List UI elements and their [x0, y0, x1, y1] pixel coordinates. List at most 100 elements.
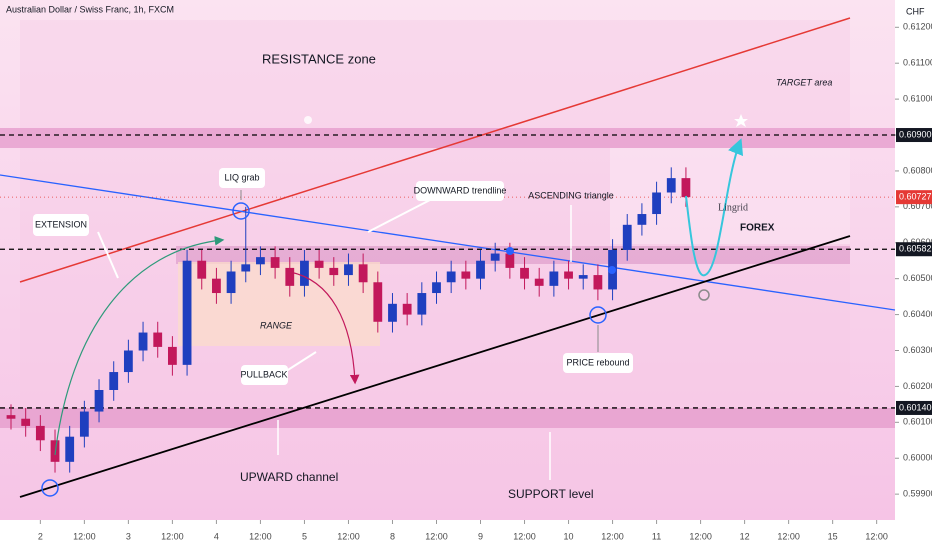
- callout-box: [563, 353, 633, 373]
- x-tick-label: 12:00: [425, 531, 448, 541]
- candle-body: [549, 271, 559, 286]
- x-tick-label: 8: [390, 531, 395, 541]
- annotation: UPWARD channel: [240, 470, 338, 484]
- touch-marker: [506, 247, 514, 255]
- candle-body: [622, 224, 632, 250]
- extension-arrow: [54, 236, 225, 456]
- x-tick-label: 10: [564, 531, 574, 541]
- candle-body: [417, 293, 427, 315]
- x-tick-label: 4: [214, 531, 219, 541]
- candle-body: [534, 278, 544, 286]
- x-tick-label: 2: [38, 531, 43, 541]
- star-icon: [734, 114, 748, 127]
- candle-body: [505, 253, 515, 268]
- touch-marker: [608, 266, 616, 274]
- candle-body: [637, 214, 647, 225]
- chart-title: Australian Dollar / Swiss Franc, 1h, FXC…: [6, 4, 174, 14]
- support-band: [0, 408, 895, 428]
- candle-body: [21, 418, 31, 426]
- candle-body: [6, 415, 16, 419]
- candle-body: [446, 271, 456, 283]
- x-tick-label: 12:00: [73, 531, 96, 541]
- x-tick-label: 5: [302, 531, 307, 541]
- callout-box: [241, 365, 288, 385]
- candle-body: [197, 260, 207, 279]
- candle-body: [564, 271, 573, 279]
- annotation: PULLBACK: [240, 369, 287, 379]
- candle-body: [212, 278, 221, 294]
- price-tag: [896, 128, 932, 143]
- range-box: [178, 262, 380, 346]
- callout-box: [219, 168, 265, 188]
- x-tick-label: 12:00: [865, 531, 888, 541]
- projection-path: [685, 138, 744, 277]
- icon: [304, 116, 312, 124]
- annotation: LIQ grab: [224, 172, 259, 182]
- candle-body: [520, 267, 529, 279]
- annotation: RESISTANCE zone: [262, 51, 376, 66]
- candle-body: [123, 350, 133, 373]
- candle-body: [358, 264, 368, 283]
- support-trendline: [19, 235, 851, 498]
- y-tick-label: 0.59900: [903, 489, 932, 499]
- target-zone: [610, 148, 850, 244]
- price-tag-label: 0.60900: [899, 129, 932, 139]
- x-tick-label: 12:00: [249, 531, 272, 541]
- candle-body: [182, 260, 192, 365]
- downward-trendline: [0, 174, 896, 311]
- x-tick-label: 12: [740, 531, 750, 541]
- candle-body: [314, 260, 324, 268]
- candle-body: [681, 178, 691, 198]
- callout-pointer: [367, 199, 431, 233]
- candle-body: [402, 303, 412, 315]
- candle-body: [167, 346, 177, 365]
- currency-label: CHF: [906, 6, 925, 16]
- candle-body: [79, 411, 89, 437]
- callout-pointer: [97, 231, 119, 279]
- x-tick-label: 15: [828, 531, 838, 541]
- candle-body: [226, 271, 236, 294]
- candle-body: [373, 282, 383, 322]
- x-tick-label: 12:00: [161, 531, 184, 541]
- candle-body: [432, 282, 441, 294]
- x-tick-label: 3: [126, 531, 131, 541]
- time-axis-background: [0, 520, 895, 550]
- candle-body: [593, 275, 603, 290]
- candle-body: [109, 372, 119, 390]
- candle-body: [94, 390, 104, 412]
- x-tick-label: 12:00: [689, 531, 712, 541]
- annotation: RANGE: [260, 320, 293, 330]
- callout-box: [416, 181, 504, 201]
- annotation: TARGET area: [776, 77, 832, 87]
- candle-body: [490, 253, 500, 261]
- x-tick-label: 12:00: [337, 531, 360, 541]
- candle-body: [652, 192, 661, 215]
- candle-body: [476, 260, 485, 279]
- pivot-marker: [41, 479, 59, 497]
- candle-body: [35, 425, 45, 441]
- price-tag: [896, 400, 932, 415]
- candle-body: [344, 264, 353, 276]
- candle-body: [241, 264, 251, 272]
- callout-box: [33, 214, 89, 236]
- annotation: PRICE rebound: [566, 357, 629, 367]
- pivot-marker: [589, 306, 607, 324]
- x-tick-label: 12:00: [513, 531, 536, 541]
- candle-body: [153, 332, 163, 347]
- candle-body: [388, 303, 397, 322]
- logo-sub: FOREX: [740, 223, 775, 234]
- candle-body: [578, 275, 588, 279]
- annotation: EXTENSION: [35, 219, 87, 229]
- y-tick-label: 0.61100: [903, 58, 932, 68]
- candle-body: [329, 267, 339, 276]
- candle-body: [138, 332, 148, 351]
- annotation: SUPPORT level: [508, 487, 594, 501]
- resistance-band: [0, 128, 895, 148]
